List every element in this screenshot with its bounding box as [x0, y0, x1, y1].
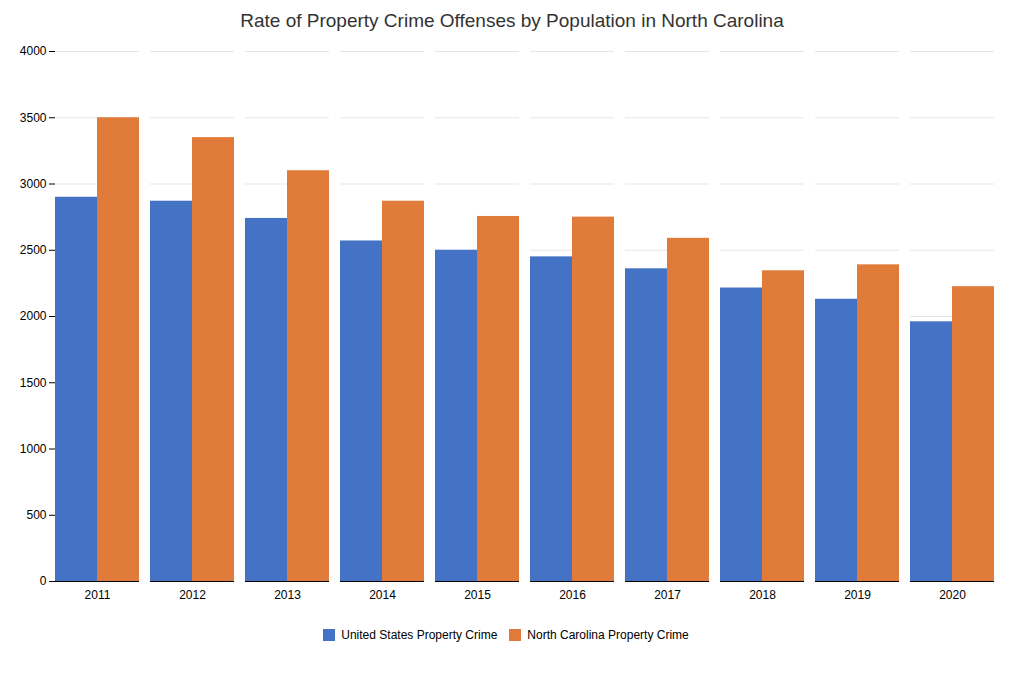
svg-text:3000: 3000: [20, 177, 47, 191]
svg-text:2016: 2016: [559, 588, 586, 602]
html-text:North Carolina Property Crime: North Carolina Property Crime: [527, 627, 689, 642]
svg-text:2011: 2011: [85, 588, 111, 602]
svg-text:1000: 1000: [20, 442, 47, 456]
svg-text:2012: 2012: [179, 588, 206, 602]
svg-text:500: 500: [26, 508, 46, 522]
svg-text:2017: 2017: [654, 588, 681, 602]
svg-text:2018: 2018: [749, 588, 776, 602]
svg-text:2013: 2013: [274, 588, 301, 602]
svg-text:4000: 4000: [20, 44, 47, 58]
html-text:United States Property Crime: United States Property Crime: [341, 627, 498, 642]
svg-text:2015: 2015: [464, 588, 491, 602]
html-text:Rate of Property Crime Offense: Rate of Property Crime Offenses by Popul…: [240, 10, 784, 31]
svg-text:2500: 2500: [20, 243, 47, 257]
svg-text:2000: 2000: [20, 309, 47, 323]
svg-text:2020: 2020: [939, 588, 966, 602]
svg-text:2019: 2019: [844, 588, 871, 602]
svg-text:1500: 1500: [20, 376, 47, 390]
svg-text:2014: 2014: [369, 588, 396, 602]
svg-text:0: 0: [40, 574, 47, 588]
svg-text:3500: 3500: [20, 111, 47, 125]
